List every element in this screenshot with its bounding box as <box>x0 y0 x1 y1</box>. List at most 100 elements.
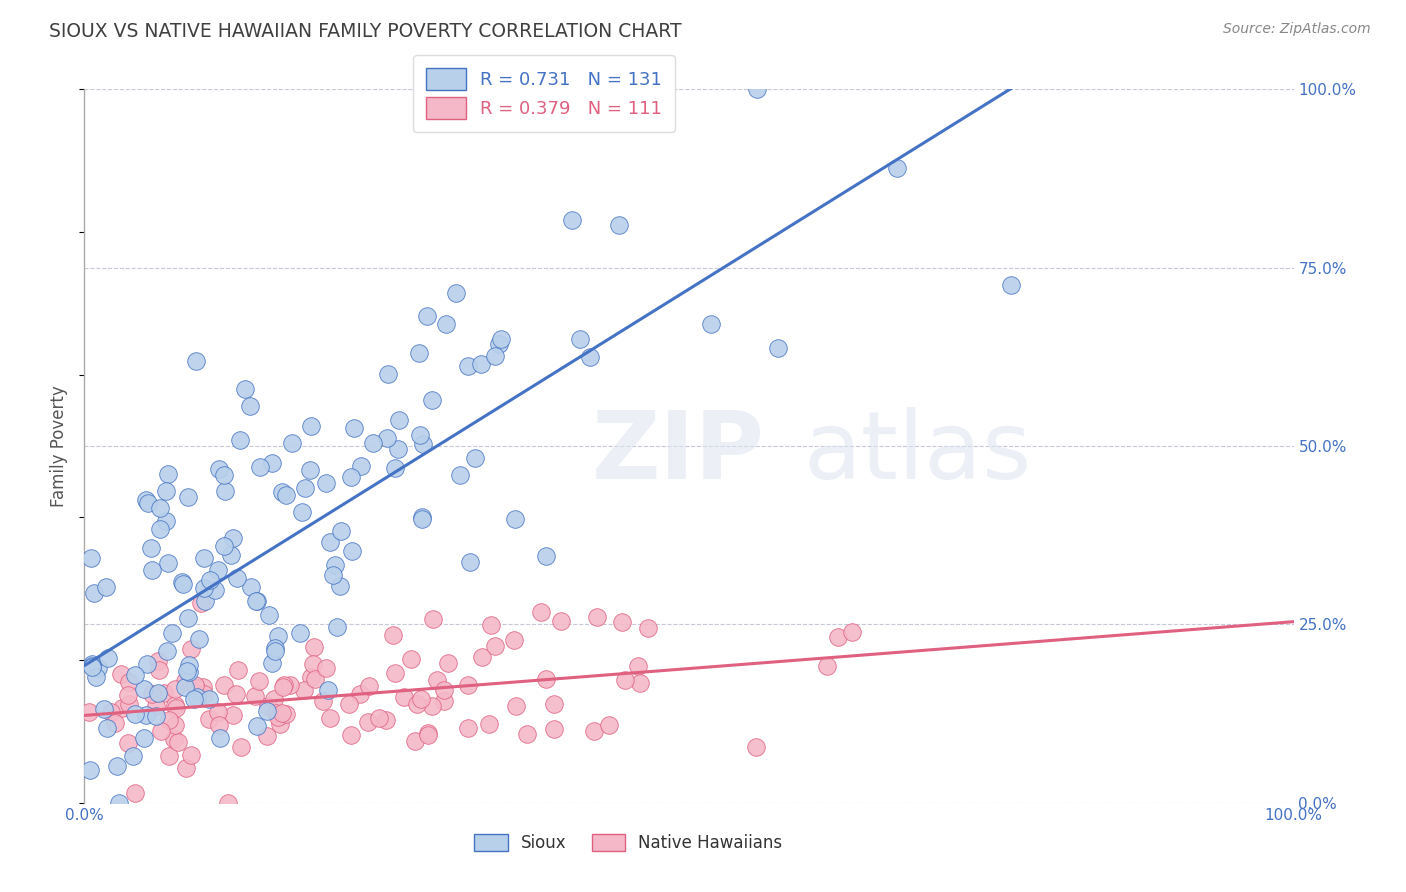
Point <box>145 698 167 713</box>
Point <box>536 673 558 687</box>
Point <box>505 698 527 713</box>
Point <box>457 678 479 692</box>
Point <box>222 531 245 545</box>
Point <box>271 484 294 499</box>
Point <box>357 714 380 729</box>
Point <box>176 760 198 774</box>
Point <box>281 436 304 450</box>
Point <box>578 350 600 364</box>
Point <box>534 549 557 564</box>
Legend: Sioux, Native Hawaiians: Sioux, Native Hawaiians <box>468 827 789 859</box>
Point <box>260 656 283 670</box>
Point <box>122 748 145 763</box>
Point <box>1000 277 1022 292</box>
Point <box>561 213 583 227</box>
Point <box>176 611 198 625</box>
Point <box>162 626 184 640</box>
Point <box>267 710 290 724</box>
Point <box>815 658 838 673</box>
Point <box>304 672 326 686</box>
Point <box>193 687 215 701</box>
Point <box>700 317 723 331</box>
Text: ZIP: ZIP <box>592 407 765 500</box>
Point <box>264 640 287 655</box>
Point <box>484 349 506 363</box>
Point <box>87 661 110 675</box>
Point <box>148 663 170 677</box>
Point <box>86 670 108 684</box>
Point <box>433 683 456 698</box>
Point <box>491 332 513 346</box>
Point <box>315 476 337 491</box>
Point <box>745 740 768 755</box>
Point <box>388 412 411 426</box>
Point <box>614 673 637 687</box>
Point <box>226 663 249 677</box>
Point <box>107 759 129 773</box>
Point <box>274 707 297 722</box>
Point <box>226 571 249 585</box>
Point <box>83 586 105 600</box>
Point <box>96 721 118 735</box>
Point <box>163 682 186 697</box>
Point <box>409 692 432 706</box>
Point <box>464 450 486 465</box>
Point <box>217 796 239 810</box>
Point <box>434 317 457 331</box>
Point <box>322 567 344 582</box>
Point <box>80 551 103 566</box>
Point <box>319 711 342 725</box>
Point <box>484 639 506 653</box>
Point <box>229 433 252 447</box>
Point <box>180 748 202 763</box>
Point <box>100 706 122 720</box>
Point <box>276 488 298 502</box>
Point <box>246 718 269 732</box>
Point <box>569 332 592 346</box>
Point <box>104 715 127 730</box>
Point <box>245 689 267 703</box>
Point <box>148 654 170 668</box>
Point <box>256 704 278 718</box>
Point <box>136 496 159 510</box>
Point <box>155 514 177 528</box>
Point <box>93 702 115 716</box>
Point <box>585 610 607 624</box>
Point <box>302 640 325 654</box>
Point <box>190 596 212 610</box>
Point <box>157 556 180 570</box>
Point <box>766 341 789 355</box>
Point <box>108 796 131 810</box>
Point <box>319 535 342 549</box>
Point <box>157 467 180 481</box>
Point <box>433 694 456 708</box>
Point <box>80 657 103 671</box>
Point <box>292 682 315 697</box>
Point <box>273 678 295 692</box>
Point <box>264 706 287 720</box>
Point <box>117 688 139 702</box>
Point <box>172 577 194 591</box>
Point <box>628 676 651 690</box>
Point <box>136 657 159 671</box>
Point <box>598 718 620 732</box>
Point <box>627 658 650 673</box>
Point <box>444 285 467 300</box>
Point <box>246 593 269 607</box>
Point <box>399 652 422 666</box>
Point <box>180 642 202 657</box>
Point <box>550 614 572 628</box>
Point <box>361 436 384 450</box>
Point <box>186 690 208 704</box>
Point <box>198 712 221 726</box>
Point <box>212 678 235 692</box>
Point <box>97 651 120 665</box>
Point <box>449 468 471 483</box>
Point <box>329 524 352 539</box>
Point <box>339 469 361 483</box>
Point <box>583 723 606 738</box>
Point <box>110 667 132 681</box>
Point <box>163 717 186 731</box>
Point <box>208 461 231 475</box>
Point <box>118 697 141 711</box>
